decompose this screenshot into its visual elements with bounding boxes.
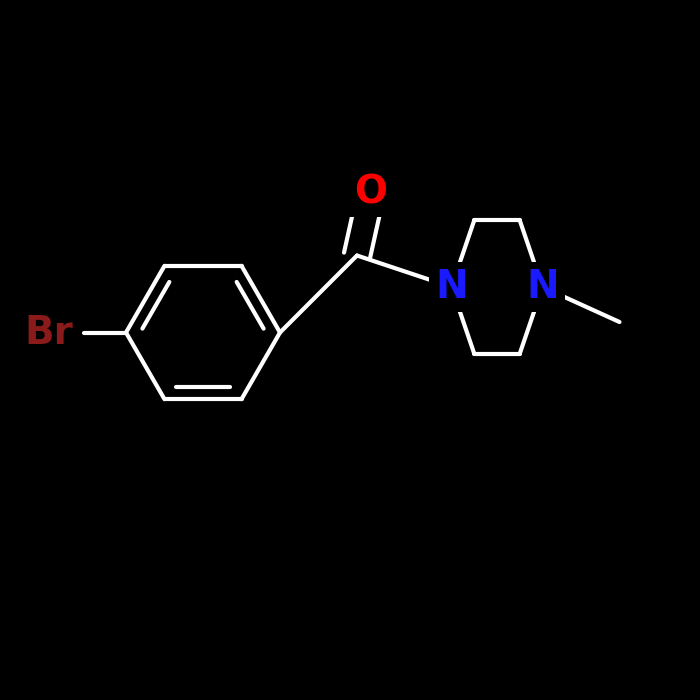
Text: N: N	[435, 268, 468, 306]
Text: O: O	[354, 174, 388, 211]
Text: Br: Br	[25, 314, 74, 351]
Text: N: N	[526, 268, 559, 306]
